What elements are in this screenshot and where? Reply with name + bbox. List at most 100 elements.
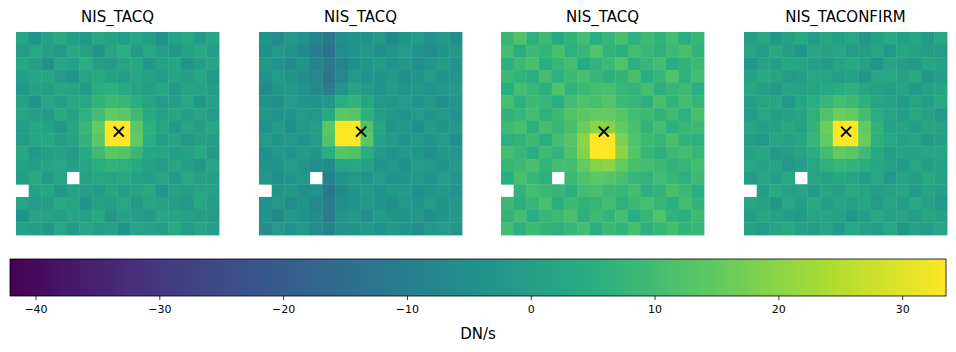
cell — [820, 121, 833, 134]
cell — [424, 184, 437, 197]
cell — [782, 134, 795, 147]
cell — [501, 45, 514, 58]
cell — [335, 45, 348, 58]
cell — [691, 159, 704, 172]
cell — [590, 184, 603, 197]
cell — [666, 32, 679, 45]
cell — [348, 184, 361, 197]
panel-title: NIS_TACQ — [324, 8, 397, 27]
cell — [92, 95, 105, 108]
cell — [653, 146, 666, 159]
cell — [284, 95, 297, 108]
cell — [156, 172, 169, 185]
cell — [130, 222, 143, 235]
cell — [871, 108, 884, 121]
cell — [769, 95, 782, 108]
cell — [411, 159, 424, 172]
colorbar-tick-label: −30 — [148, 303, 171, 316]
cell — [820, 70, 833, 83]
cell — [373, 210, 386, 223]
cell — [373, 32, 386, 45]
cell — [858, 32, 871, 45]
cell — [539, 32, 552, 45]
colorbar-tick-label: 30 — [896, 303, 910, 316]
cell — [361, 172, 374, 185]
cell — [552, 108, 565, 121]
cell — [67, 159, 80, 172]
cell — [335, 222, 348, 235]
cell — [118, 184, 131, 197]
cell — [361, 57, 374, 70]
cell — [424, 197, 437, 210]
cell — [628, 83, 641, 96]
cell — [181, 222, 194, 235]
cell — [194, 83, 207, 96]
cell — [348, 57, 361, 70]
cell — [168, 210, 181, 223]
cell — [679, 184, 692, 197]
cell — [577, 184, 590, 197]
cell — [284, 108, 297, 121]
cell — [769, 159, 782, 172]
cell — [833, 210, 846, 223]
cell — [539, 146, 552, 159]
cell — [156, 108, 169, 121]
cell — [858, 45, 871, 58]
cell — [194, 32, 207, 45]
cell — [16, 121, 29, 134]
cell — [361, 134, 374, 147]
cell — [922, 108, 935, 121]
cell — [206, 95, 219, 108]
cell — [807, 172, 820, 185]
cell — [206, 210, 219, 223]
cell — [92, 159, 105, 172]
cell — [16, 108, 29, 121]
cell — [181, 134, 194, 147]
cell — [168, 83, 181, 96]
cell — [335, 134, 348, 147]
cell — [322, 95, 335, 108]
cell — [399, 45, 412, 58]
cell — [757, 222, 770, 235]
cell — [884, 184, 897, 197]
cell — [833, 57, 846, 70]
cell — [871, 222, 884, 235]
cell — [54, 172, 67, 185]
cell — [259, 146, 272, 159]
cell — [539, 222, 552, 235]
cell — [272, 83, 285, 96]
cell — [871, 134, 884, 147]
cell — [143, 210, 156, 223]
cell — [194, 210, 207, 223]
cell — [284, 197, 297, 210]
cell — [691, 134, 704, 147]
cell — [539, 134, 552, 147]
cell — [769, 184, 782, 197]
cell — [795, 197, 808, 210]
cell — [105, 222, 118, 235]
cell — [641, 32, 654, 45]
cell — [871, 95, 884, 108]
cell — [79, 172, 92, 185]
cell — [501, 210, 514, 223]
cell — [833, 108, 846, 121]
cell — [590, 83, 603, 96]
cell — [909, 172, 922, 185]
cell — [934, 108, 947, 121]
cell — [92, 83, 105, 96]
cell — [807, 83, 820, 96]
cell — [79, 57, 92, 70]
cell — [92, 146, 105, 159]
cell — [769, 197, 782, 210]
cell — [16, 95, 29, 108]
cell — [348, 197, 361, 210]
cell — [757, 197, 770, 210]
cell — [501, 108, 514, 121]
cell — [79, 210, 92, 223]
cell — [691, 45, 704, 58]
cell — [744, 197, 757, 210]
cell — [206, 172, 219, 185]
cell — [691, 108, 704, 121]
cell — [79, 32, 92, 45]
cell — [16, 134, 29, 147]
